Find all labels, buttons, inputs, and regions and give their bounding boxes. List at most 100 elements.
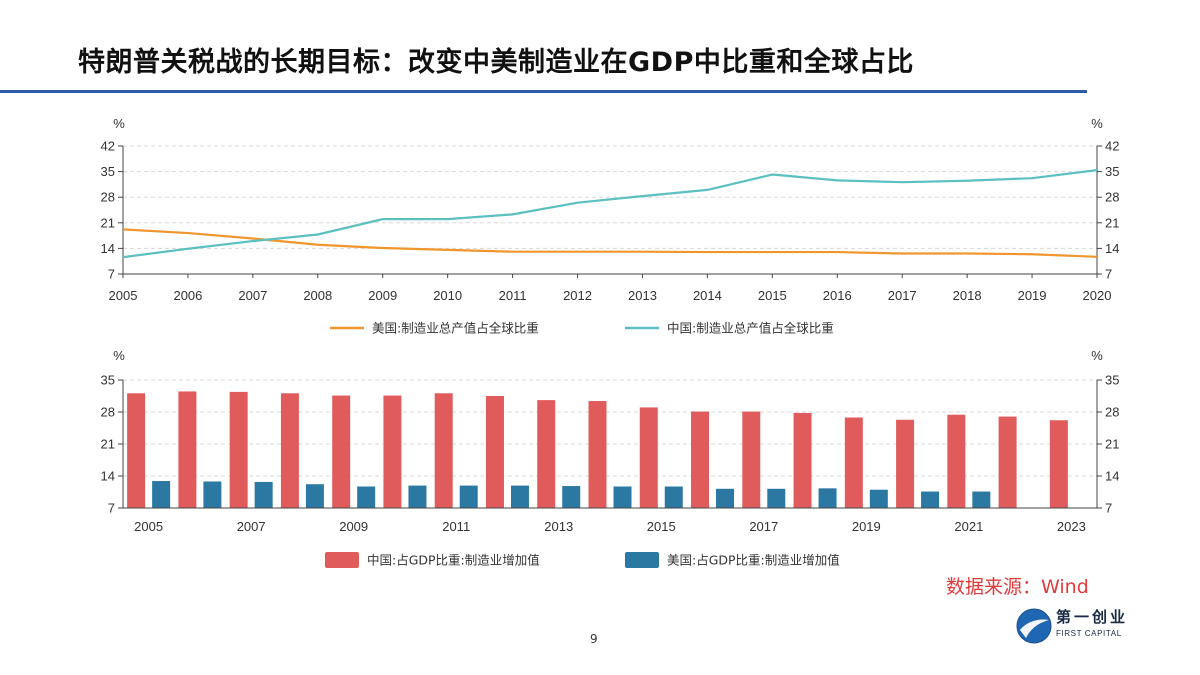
line-chart-y-tick-label-left: 14 <box>101 241 115 256</box>
bar-chart-y-tick-label-left: 21 <box>101 437 115 452</box>
us-manufacturing-gdp-share-bar <box>767 488 786 508</box>
us-manufacturing-gdp-share-bar <box>357 486 376 508</box>
us-manufacturing-gdp-share-bar <box>716 488 735 508</box>
bar-chart-legend-label: 中国:占GDP比重:制造业增加值 <box>367 553 540 568</box>
page-title: 特朗普关税战的长期目标：改变中美制造业在GDP中比重和全球占比 <box>78 47 914 78</box>
cn-manufacturing-gdp-share-bar <box>434 393 453 508</box>
line-chart-x-tick-label: 2009 <box>368 288 397 303</box>
bar-chart-x-tick-label: 2017 <box>749 519 778 534</box>
bar-chart-y-tick-label-left: 28 <box>101 405 115 420</box>
bar-chart-left-unit: % <box>113 348 125 363</box>
line-chart-y-tick-label-left: 7 <box>108 267 115 282</box>
bar-chart-x-tick-label: 2011 <box>442 519 470 534</box>
line-chart-y-tick-label-right: 7 <box>1105 267 1112 282</box>
us-manufacturing-gdp-share-bar <box>613 486 632 508</box>
cn-manufacturing-gdp-share-bar <box>229 391 248 508</box>
bar-chart-y-tick-label-right: 28 <box>1105 405 1119 420</box>
us-manufacturing-gdp-share-bar <box>459 485 478 508</box>
data-source-note: 数据来源：Wind <box>946 576 1089 598</box>
logo-chinese-text: 第一创业 <box>1056 608 1129 626</box>
us-manufacturing-gdp-share-bar <box>203 481 222 508</box>
line-chart-x-tick-label: 2013 <box>628 288 657 303</box>
cn-manufacturing-gdp-share-bar <box>639 407 658 508</box>
us-manufacturing-gdp-share-bar <box>562 486 581 508</box>
us-manufacturing-gdp-share-bar <box>408 485 427 508</box>
bar-chart-x-tick-label: 2013 <box>544 519 573 534</box>
line-chart-y-tick-label-right: 28 <box>1105 190 1119 205</box>
line-chart-y-tick-label-right: 21 <box>1105 215 1119 230</box>
company-logo: 第一创业 FIRST CAPITAL <box>1014 604 1144 648</box>
bar-chart-legend-swatch <box>625 552 659 568</box>
bar-chart-right-unit: % <box>1091 348 1103 363</box>
bar-chart-x-tick-label: 2023 <box>1057 519 1086 534</box>
line-chart-x-tick-label: 2019 <box>1018 288 1047 303</box>
bar-chart-x-tick-label: 2015 <box>647 519 676 534</box>
line-chart-x-tick-label: 2011 <box>499 288 527 303</box>
us-manufacturing-gdp-share-bar <box>254 481 273 508</box>
bar-chart-y-tick-label-right: 14 <box>1105 469 1119 484</box>
bar-chart-y-tick-label-left: 7 <box>108 501 115 516</box>
bar-chart-x-tick-label: 2009 <box>339 519 368 534</box>
bar-chart-y-tick-label-left: 14 <box>101 469 115 484</box>
us-manufacturing-gdp-share-bar <box>972 491 991 508</box>
line-chart-x-tick-label: 2018 <box>953 288 982 303</box>
us-manufacturing-gdp-share-bar <box>818 488 837 508</box>
line-chart-x-tick-label: 2010 <box>433 288 462 303</box>
globe-logo-icon <box>1016 608 1052 644</box>
us-manufacturing-gdp-share-bar <box>152 481 171 508</box>
cn-manufacturing-gdp-share-bar <box>793 412 812 508</box>
cn-manufacturing-gdp-share-bar <box>178 391 197 508</box>
cn-manufacturing-gdp-share-bar <box>998 416 1017 508</box>
line-chart-left-unit: % <box>113 116 125 131</box>
line-chart-x-tick-label: 2016 <box>823 288 852 303</box>
cn-manufacturing-gdp-share-bar <box>383 395 402 508</box>
cn-manufacturing-gdp-share-bar <box>742 411 761 508</box>
line-chart-y-tick-label-right: 14 <box>1105 241 1119 256</box>
line-chart-y-tick-label-left: 42 <box>101 139 115 154</box>
bar-chart-x-tick-label: 2007 <box>237 519 266 534</box>
line-chart-x-tick-label: 2008 <box>303 288 332 303</box>
line-chart-legend-label: 美国:制造业总产值占全球比重 <box>372 321 539 336</box>
title-underline <box>0 90 1087 93</box>
cn-manufacturing-gdp-share-bar <box>127 393 146 508</box>
cn-manufacturing-gdp-share-bar <box>588 401 607 508</box>
line-chart-x-tick-label: 2015 <box>758 288 787 303</box>
line-chart-x-tick-label: 2012 <box>563 288 592 303</box>
bar-chart-x-tick-label: 2019 <box>852 519 881 534</box>
cn-manufacturing-gdp-share-bar <box>947 414 966 508</box>
cn-manufacturing-gdp-share-bar <box>485 396 504 508</box>
us-manufacturing-gdp-share-bar <box>921 491 940 508</box>
line-chart-y-tick-label-right: 35 <box>1105 164 1119 179</box>
logo-english-text: FIRST CAPITAL <box>1056 629 1122 638</box>
line-chart-x-tick-label: 2020 <box>1083 288 1112 303</box>
line-chart-y-tick-label-right: 42 <box>1105 139 1119 154</box>
line-chart-y-tick-label-left: 35 <box>101 164 115 179</box>
cn-manufacturing-gdp-share-bar <box>280 393 299 508</box>
cn-manufacturing-gdp-share-bar <box>537 400 556 508</box>
us-manufacturing-gdp-share-bar <box>305 484 324 508</box>
cn-manufacturing-gdp-share-bar <box>1049 420 1068 508</box>
bar-chart-legend-swatch <box>325 552 359 568</box>
line-chart-y-tick-label-left: 21 <box>101 215 115 230</box>
line-chart-x-tick-label: 2014 <box>693 288 722 303</box>
cn-manufacturing-global-share-line <box>122 169 1098 259</box>
line-chart-right-unit: % <box>1091 116 1103 131</box>
us-manufacturing-gdp-share-bar <box>869 489 888 508</box>
line-chart-legend-label: 中国:制造业总产值占全球比重 <box>667 321 834 336</box>
bar-chart-y-tick-label-right: 35 <box>1105 373 1119 388</box>
bar-chart-y-tick-label-right: 21 <box>1105 437 1119 452</box>
bar-chart-y-tick-label-left: 35 <box>101 373 115 388</box>
line-chart-x-tick-label: 2007 <box>238 288 267 303</box>
cn-manufacturing-gdp-share-bar <box>332 395 351 508</box>
us-manufacturing-global-share-line <box>122 228 1098 258</box>
bar-chart-y-tick-label-right: 7 <box>1105 501 1112 516</box>
line-chart-x-tick-label: 2017 <box>888 288 917 303</box>
cn-manufacturing-gdp-share-bar <box>844 417 863 508</box>
cn-manufacturing-gdp-share-bar <box>896 419 915 508</box>
line-chart-y-tick-label-left: 28 <box>101 190 115 205</box>
bar-chart-legend-label: 美国:占GDP比重:制造业增加值 <box>667 553 840 568</box>
cn-manufacturing-gdp-share-bar <box>691 411 710 508</box>
line-chart-x-tick-label: 2005 <box>109 288 138 303</box>
us-manufacturing-gdp-share-bar <box>664 486 683 508</box>
